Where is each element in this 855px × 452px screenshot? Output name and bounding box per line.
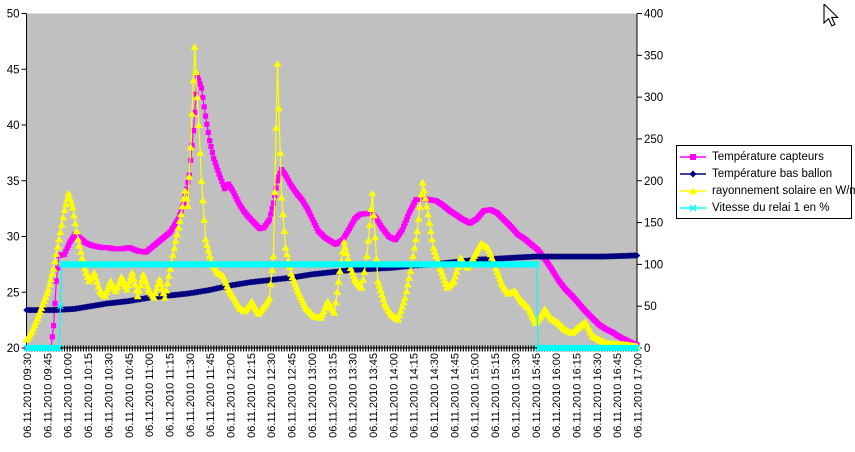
series-2[interactable] [23,252,641,314]
x-axis-label: 06.11.2010 12:00 [226,353,238,438]
x-axis-label: 06.11.2010 14:45 [449,353,461,438]
x-axis-label: 06.11.2010 11:15 [164,353,176,437]
mouse-cursor-icon [823,4,840,27]
x-axis-label: 06.11.2010 11:30 [185,353,197,437]
right-axis-tick-label: 0 [644,343,650,355]
x-axis-label: 06.11.2010 10:45 [124,353,136,438]
x-axis-label: 06.11.2010 13:45 [368,353,380,438]
right-axis-tick-label: 250 [644,134,663,146]
x-axis-label: 06.11.2010 10:00 [63,353,75,438]
legend-swatch-graphic [680,186,706,194]
legend-swatch-graphic [680,204,706,211]
legend-label: Température bas ballon [712,167,833,180]
legend-marker-diamond [689,170,697,177]
x-axis-label: 06.11.2010 14:15 [409,353,421,438]
x-axis-label: 06.11.2010 15:30 [510,353,522,438]
legend-swatch-triangle [680,186,706,194]
plot-area[interactable] [26,13,638,349]
series-markers-x[interactable] [23,261,641,352]
right-axis-labels: 0 50 100 150 200 250 300 350 400 [637,9,663,355]
x-axis-label: 06.11.2010 12:30 [266,353,278,438]
x-axis-label: 06.11.2010 12:45 [287,353,299,438]
legend-item-rayonnement-solaire[interactable]: rayonnement solaire en W/m² [680,183,855,199]
legend-item-vitesse-relai[interactable]: Vitesse du relai 1 en % [680,200,851,216]
x-axis-label: 06.11.2010 17:00 [633,353,645,438]
legend-label: rayonnement solaire en W/m² [712,184,855,197]
chart-legend[interactable]: Température capteurs Température bas bal… [676,145,855,219]
left-axis-labels: 20 25 30 35 40 45 50 [7,9,27,355]
left-axis-tick-label: 40 [7,120,20,132]
left-axis-tick-label: 45 [7,64,20,76]
x-axis-label: 06.11.2010 16:00 [551,353,563,438]
left-axis-tick-label: 20 [7,343,20,355]
left-axis-tick-label: 30 [7,232,20,244]
x-axis-label: 06.11.2010 16:15 [571,353,583,438]
legend-swatch-square [680,153,706,160]
x-axis-label: 06.11.2010 15:15 [490,353,502,438]
right-axis-tick-label: 400 [644,9,663,21]
x-axis-label: 06.11.2010 15:45 [531,353,543,438]
legend-swatch-diamond [680,170,706,177]
x-axis-label: 06.11.2010 14:00 [388,353,400,438]
legend-item-temperature-bas-ballon[interactable]: Température bas ballon [680,166,851,182]
x-axis-label: 06.11.2010 13:15 [327,353,339,438]
right-axis-tick-label: 150 [644,218,663,230]
legend-label: Température capteurs [712,150,824,163]
left-axis-tick-label: 35 [7,176,20,188]
x-axis-label: 06.11.2010 16:30 [592,353,604,438]
x-axis-label: 06.11.2010 16:45 [612,353,624,438]
series-3[interactable] [22,43,642,350]
left-axis-tick-label: 50 [7,9,20,21]
right-axis-tick-label: 50 [644,301,657,313]
x-axis-label: 06.11.2010 09:45 [42,353,54,438]
x-axis-label: 06.11.2010 11:00 [144,353,156,437]
x-axis-label: 06.11.2010 13:30 [348,353,360,438]
legend-swatch-graphic [680,170,706,177]
series-1[interactable] [23,73,640,351]
legend-marker-square [690,153,696,160]
right-axis-tick-label: 300 [644,92,663,104]
x-axis-label: 06.11.2010 12:15 [246,353,258,438]
series-markers-diamond[interactable] [23,252,641,314]
left-axis-tick-label: 25 [7,287,20,299]
legend-swatch-graphic [680,153,706,160]
legend-marker-triangle [688,186,698,194]
x-axis-label: 06.11.2010 11:45 [205,353,217,437]
legend-label: Vitesse du relai 1 en % [712,201,830,214]
x-axis-label: 06.11.2010 13:00 [307,353,319,438]
legend-item-temperature-capteurs[interactable]: Température capteurs [680,149,851,165]
x-axis-label: 06.11.2010 10:30 [103,353,115,438]
x-axis-labels: 06.11.2010 09:30 06.11.2010 09:45 06.11.20… [22,353,645,438]
series-4[interactable] [23,261,641,352]
right-axis-tick-label: 350 [644,50,663,62]
right-axis-tick-label: 200 [644,176,663,188]
x-axis-label: 06.11.2010 15:00 [470,353,482,438]
x-axis-label: 06.11.2010 14:30 [429,353,441,438]
x-axis-label: 06.11.2010 10:15 [83,353,95,438]
legend-marker-x [689,204,697,211]
legend-swatch-x [680,204,706,211]
right-axis-tick-label: 100 [644,259,663,271]
x-axis-label: 06.11.2010 09:30 [22,353,34,438]
